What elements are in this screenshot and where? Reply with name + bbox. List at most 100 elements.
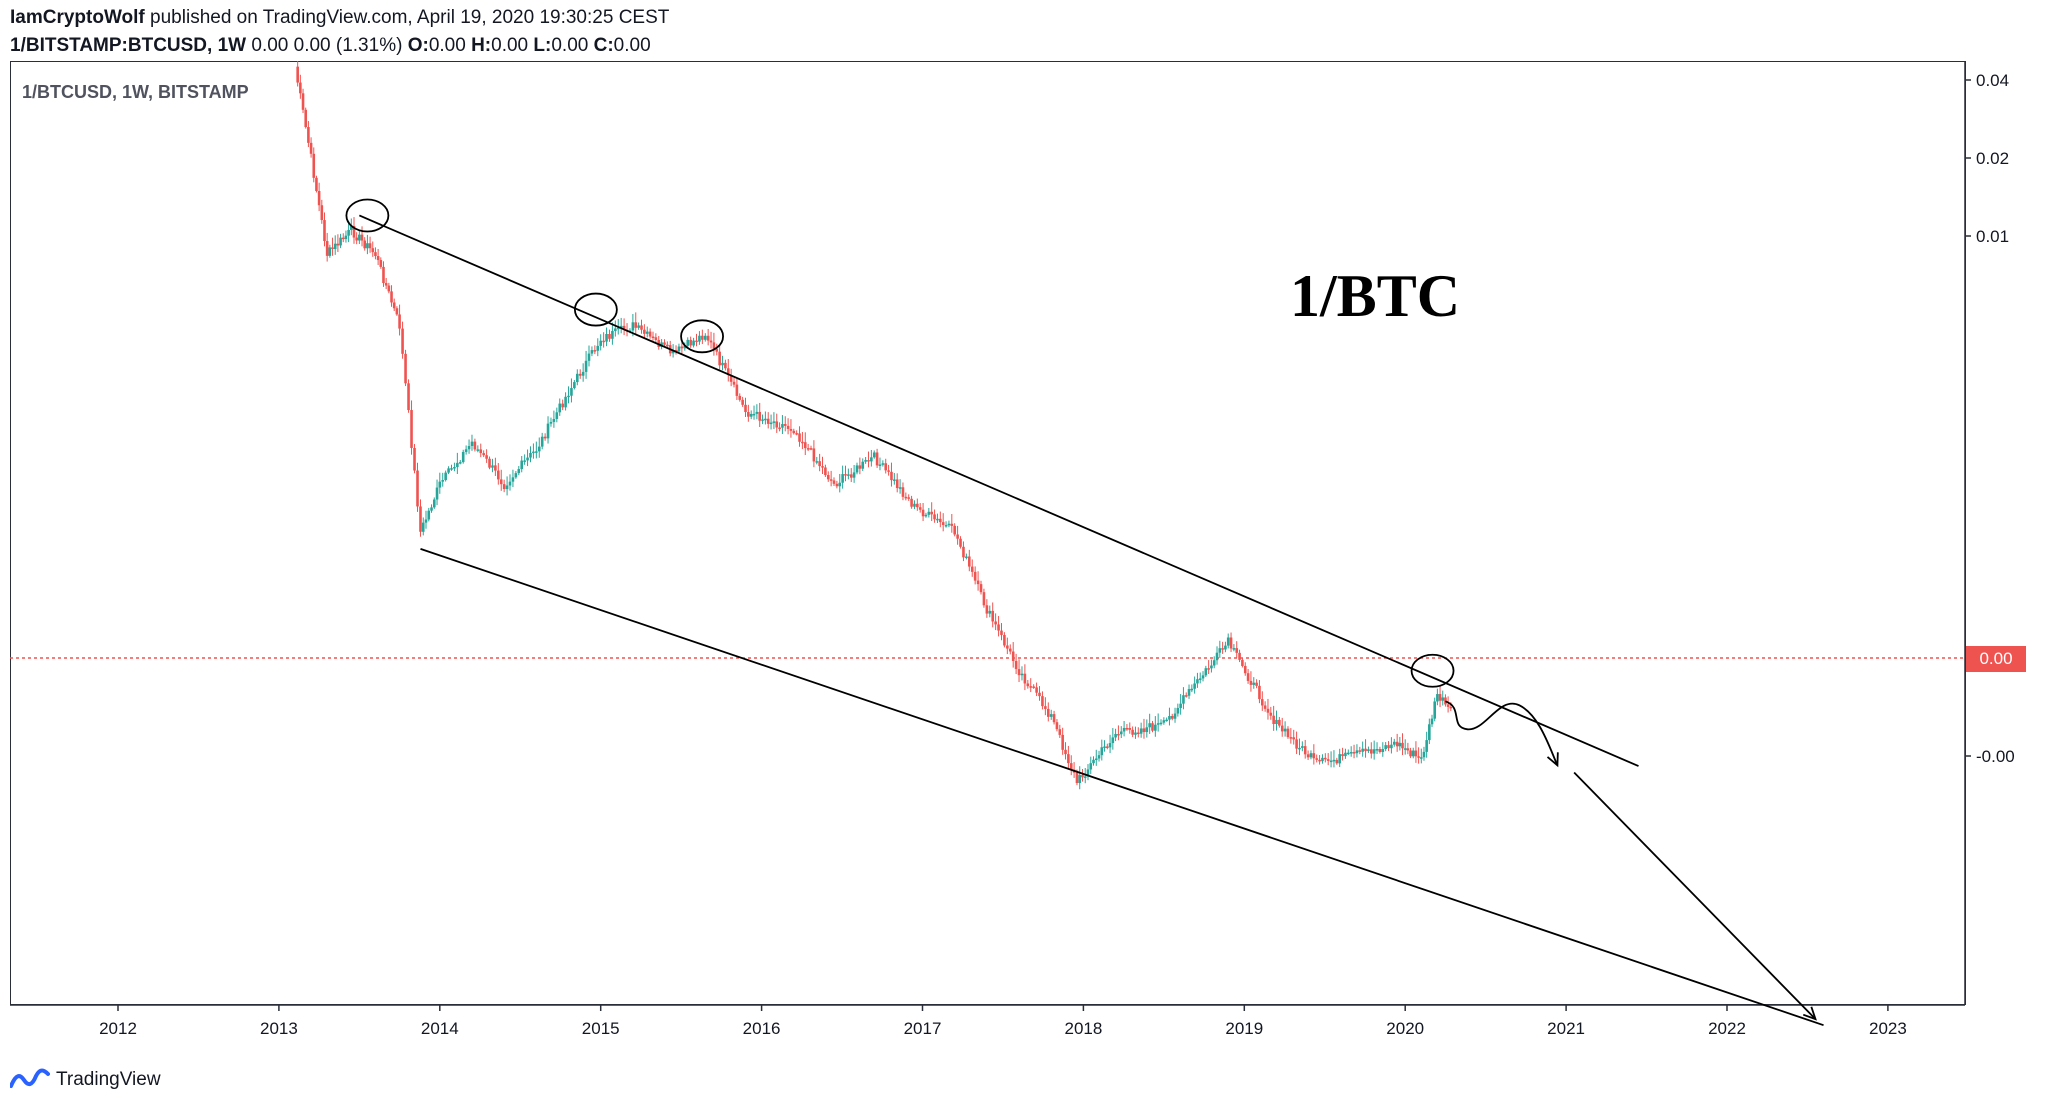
candle-body (325, 241, 329, 256)
candle-body (526, 457, 529, 461)
candle-body (747, 412, 750, 417)
candle-body (1003, 634, 1006, 646)
candle-body (312, 153, 316, 178)
candle-body (1411, 750, 1415, 757)
candle-body (970, 566, 974, 572)
candle-body (769, 422, 773, 425)
candle-body (792, 430, 796, 434)
candle-body (1263, 705, 1267, 709)
candle-body (1014, 660, 1018, 670)
high-value: 0.00 (491, 35, 534, 56)
candle-body (861, 461, 865, 469)
candle-body (570, 388, 573, 396)
candle-body (564, 396, 567, 408)
candle-body (849, 474, 853, 478)
candle-body (371, 248, 375, 253)
candle-body (517, 469, 521, 474)
candle-body (703, 335, 707, 340)
candle-body (878, 464, 882, 466)
candle-body (307, 127, 310, 143)
candle-body (608, 333, 611, 339)
time-tick-label: 2013 (260, 1019, 298, 1038)
candle-body (718, 351, 721, 366)
candle-body (918, 507, 922, 510)
candle-body (392, 302, 396, 309)
price-axis[interactable]: 0.04 0.02 0.01 -0.00 (1965, 71, 2015, 766)
footer-brand[interactable]: TradingView (56, 1069, 161, 1090)
candle-body (1049, 714, 1053, 717)
candle-body (973, 571, 977, 581)
candle-body (1179, 703, 1182, 708)
candle-body (1395, 741, 1399, 747)
candle-body (741, 399, 744, 405)
candle-body (683, 345, 687, 349)
candle-body (982, 592, 986, 606)
candle-body (1100, 747, 1104, 756)
candle-body (1052, 714, 1056, 723)
candle-body (1355, 750, 1359, 754)
candle-body (1387, 745, 1390, 749)
candle-body (1378, 749, 1382, 752)
candle-body (427, 510, 431, 520)
upper-trendline (358, 214, 1639, 767)
candle-body (1106, 746, 1109, 748)
candle-body (890, 471, 893, 481)
candle-body (450, 468, 453, 470)
candle-body (416, 470, 419, 507)
candle-body (936, 518, 939, 521)
candle-body (360, 234, 364, 241)
candle-body (643, 329, 646, 334)
candle-body (1193, 683, 1196, 689)
candle-body (1108, 743, 1112, 748)
candle-body (1136, 732, 1140, 735)
candle-body (789, 428, 793, 431)
candle-body (390, 291, 393, 303)
candle-body (1038, 692, 1041, 697)
candle-body (847, 474, 850, 476)
candle-body (339, 237, 342, 246)
drawings (345, 198, 1824, 1027)
candle-body (1046, 708, 1050, 717)
candle-body (640, 325, 643, 330)
candle-body (1338, 754, 1341, 764)
candle-body (907, 497, 911, 499)
candle-body (441, 480, 445, 482)
candle-body (674, 350, 678, 352)
candle-body (637, 325, 640, 328)
candle-body (1000, 630, 1003, 635)
candle-body (1326, 759, 1330, 761)
candle-body (1111, 737, 1115, 744)
low-value: 0.00 (551, 35, 594, 56)
time-tick-label: 2021 (1547, 1019, 1585, 1038)
candle-body (959, 538, 962, 547)
candle-body (593, 350, 597, 352)
candle-body (870, 457, 873, 462)
candle-body (695, 340, 698, 343)
candle-body (744, 404, 747, 413)
time-axis[interactable]: 2012 2013 2014 2015 2016 2017 2018 2019 2020 2021… (99, 1005, 1907, 1038)
candle-body (508, 481, 512, 486)
candle-body (1344, 752, 1347, 757)
candle-body (1226, 637, 1230, 646)
tradingview-logo-icon[interactable] (9, 1066, 50, 1095)
candle-body (619, 325, 623, 328)
candle-body (430, 507, 433, 511)
candle-body (497, 470, 500, 480)
open-value: 0.00 (428, 35, 472, 56)
candle-body (1182, 695, 1185, 704)
candle-body (473, 441, 477, 450)
candle-body (893, 479, 896, 481)
author-name[interactable]: IamCryptoWolf (10, 7, 145, 28)
current-price-badge: 0.00 (1966, 646, 2026, 672)
candle-body (1212, 660, 1216, 666)
candle-body (479, 449, 483, 454)
candle-body (1020, 673, 1024, 676)
candle-body (824, 467, 827, 476)
candle-body (1221, 648, 1224, 650)
candle-body (1055, 722, 1059, 730)
candle-body (520, 460, 524, 470)
candle-body (331, 247, 334, 249)
candle-body (611, 330, 614, 339)
candle-body (535, 451, 538, 453)
